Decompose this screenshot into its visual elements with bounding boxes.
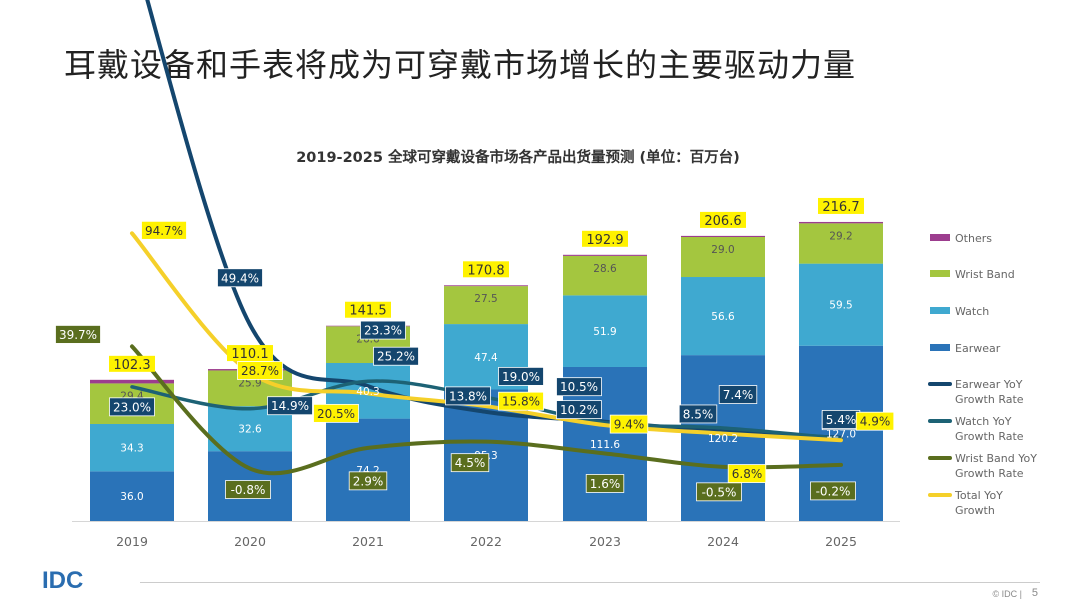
x-tick-2022: 2022	[470, 534, 502, 549]
bar-value-watch-2024: 56.6	[711, 311, 735, 323]
footer-divider	[140, 582, 1040, 583]
bar-value-watch-2025: 59.5	[829, 300, 852, 312]
growth-label-watch-yoy-growth-rate-2023: 10.2%	[560, 403, 598, 417]
bar-others-2023	[563, 255, 647, 256]
growth-label-earwear-yoy-growth-rate-2020: 49.4%	[221, 271, 259, 285]
bar-value-earwear-2025: 127.0	[826, 428, 856, 440]
idc-logo: IDC	[42, 567, 83, 595]
x-tick-2025: 2025	[825, 534, 857, 549]
growth-label-watch-yoy-growth-rate-2025: 5.4%	[826, 413, 857, 427]
growth-label-earwear-yoy-growth-rate-2021: 23.3%	[364, 324, 402, 338]
growth-label-wrist-band-yoy-growth-rate-2019: 39.7%	[59, 328, 97, 342]
legend-label-wrist-band-yoy-growth-rate: Wrist Band YoY Growth Rate	[955, 452, 1037, 480]
legend-label-earwear-yoy-growth-rate: Earwear YoY Growth Rate	[955, 378, 1024, 406]
bar-value-wrist-band-2023: 28.6	[593, 263, 617, 275]
bar-value-earwear-2019: 36.0	[120, 491, 143, 503]
bar-wrist-band-2023	[563, 256, 647, 295]
x-tick-2020: 2020	[234, 534, 266, 549]
growth-label-wrist-band-yoy-growth-rate-2023: 1.6%	[590, 477, 621, 491]
bar-value-wrist-band-2025: 29.2	[829, 230, 852, 242]
growth-label-total-yoy-growth-2024: 6.8%	[732, 467, 763, 481]
x-tick-2023: 2023	[589, 534, 621, 549]
total-label-2025: 216.7	[822, 200, 859, 215]
bar-value-watch-2023: 51.9	[593, 326, 616, 338]
growth-label-total-yoy-growth-2025: 4.9%	[860, 415, 891, 429]
legend-label-watch: Watch	[955, 305, 989, 318]
legend-swatch-earwear	[930, 344, 950, 351]
bar-value-watch-2020: 32.6	[238, 424, 262, 436]
growth-label-watch-yoy-growth-rate-2019: 23.0%	[113, 400, 151, 414]
legend-label-total-yoy-growth: Total YoY Growth	[954, 489, 1003, 517]
growth-label-wrist-band-yoy-growth-rate-2021: 2.9%	[353, 474, 384, 488]
bar-value-earwear-2024: 120.2	[708, 433, 738, 445]
total-label-2019: 102.3	[113, 358, 150, 373]
chart-title: 2019-2025 全球可穿戴设备市场各产品出货量预测 (单位：百万台)	[296, 148, 740, 166]
bar-value-wrist-band-2024: 29.0	[711, 244, 734, 256]
growth-label-watch-yoy-growth-rate-2020: 14.9%	[271, 399, 309, 413]
bar-wrist-band-2024	[681, 237, 765, 277]
growth-label-earwear-yoy-growth-rate-2023: 10.5%	[560, 380, 598, 394]
bar-value-wrist-band-2022: 27.5	[474, 293, 497, 305]
legend-label-wrist-band: Wrist Band	[955, 268, 1015, 281]
legend-swatch-others	[930, 234, 950, 241]
growth-label-watch-yoy-growth-rate-2024: 8.5%	[683, 407, 714, 421]
growth-label-total-yoy-growth-2023: 9.4%	[614, 418, 645, 432]
growth-label-total-yoy-growth-2021: 20.5%	[317, 407, 355, 421]
bar-value-earwear-2023: 111.6	[590, 439, 620, 451]
bar-others-2025	[799, 222, 883, 223]
growth-label-total-yoy-growth-2019: 94.7%	[145, 224, 183, 238]
growth-label-earwear-yoy-growth-rate-2024: 7.4%	[723, 388, 754, 402]
growth-label-wrist-band-yoy-growth-rate-2025: -0.2%	[816, 484, 851, 498]
bar-value-watch-2019: 34.3	[120, 443, 143, 455]
growth-label-watch-yoy-growth-rate-2022: 19.0%	[502, 370, 540, 384]
bar-others-2022	[444, 285, 528, 286]
growth-label-watch-yoy-growth-rate-2021: 25.2%	[377, 350, 415, 364]
growth-label-total-yoy-growth-2022: 15.8%	[502, 395, 540, 409]
page-number: 5	[1032, 587, 1038, 599]
legend-swatch-watch	[930, 307, 950, 314]
x-tick-2021: 2021	[352, 534, 384, 549]
total-label-2022: 170.8	[467, 263, 504, 278]
legend-label-earwear: Earwear	[955, 342, 1001, 355]
legend-label-watch-yoy-growth-rate: Watch YoY Growth Rate	[955, 415, 1024, 443]
legend-label-others: Others	[955, 232, 992, 245]
total-label-2024: 206.6	[704, 214, 741, 229]
total-label-2023: 192.9	[586, 233, 623, 248]
total-label-2021: 141.5	[349, 304, 386, 319]
growth-label-total-yoy-growth-2020: 28.7%	[241, 364, 279, 378]
growth-label-wrist-band-yoy-growth-rate-2022: 4.5%	[455, 456, 486, 470]
total-label-2020: 110.1	[231, 347, 268, 362]
chart: 2019-2025 全球可穿戴设备市场各产品出货量预测 (单位：百万台) 36.…	[0, 0, 1080, 608]
growth-label-wrist-band-yoy-growth-rate-2024: -0.5%	[702, 485, 737, 499]
growth-label-wrist-band-yoy-growth-rate-2020: -0.8%	[231, 483, 266, 497]
bar-others-2024	[681, 236, 765, 237]
legend-swatch-wrist-band	[930, 270, 950, 277]
x-tick-2019: 2019	[116, 534, 148, 549]
footer-copyright: © IDC |	[993, 589, 1022, 599]
bar-value-watch-2021: 40.3	[356, 386, 379, 398]
growth-label-earwear-yoy-growth-rate-2022: 13.8%	[449, 389, 487, 403]
bar-value-watch-2022: 47.4	[474, 352, 498, 364]
x-tick-2024: 2024	[707, 534, 739, 549]
legend: Others Wrist Band Watch Earwear Earwear YoY G…	[930, 232, 1037, 517]
